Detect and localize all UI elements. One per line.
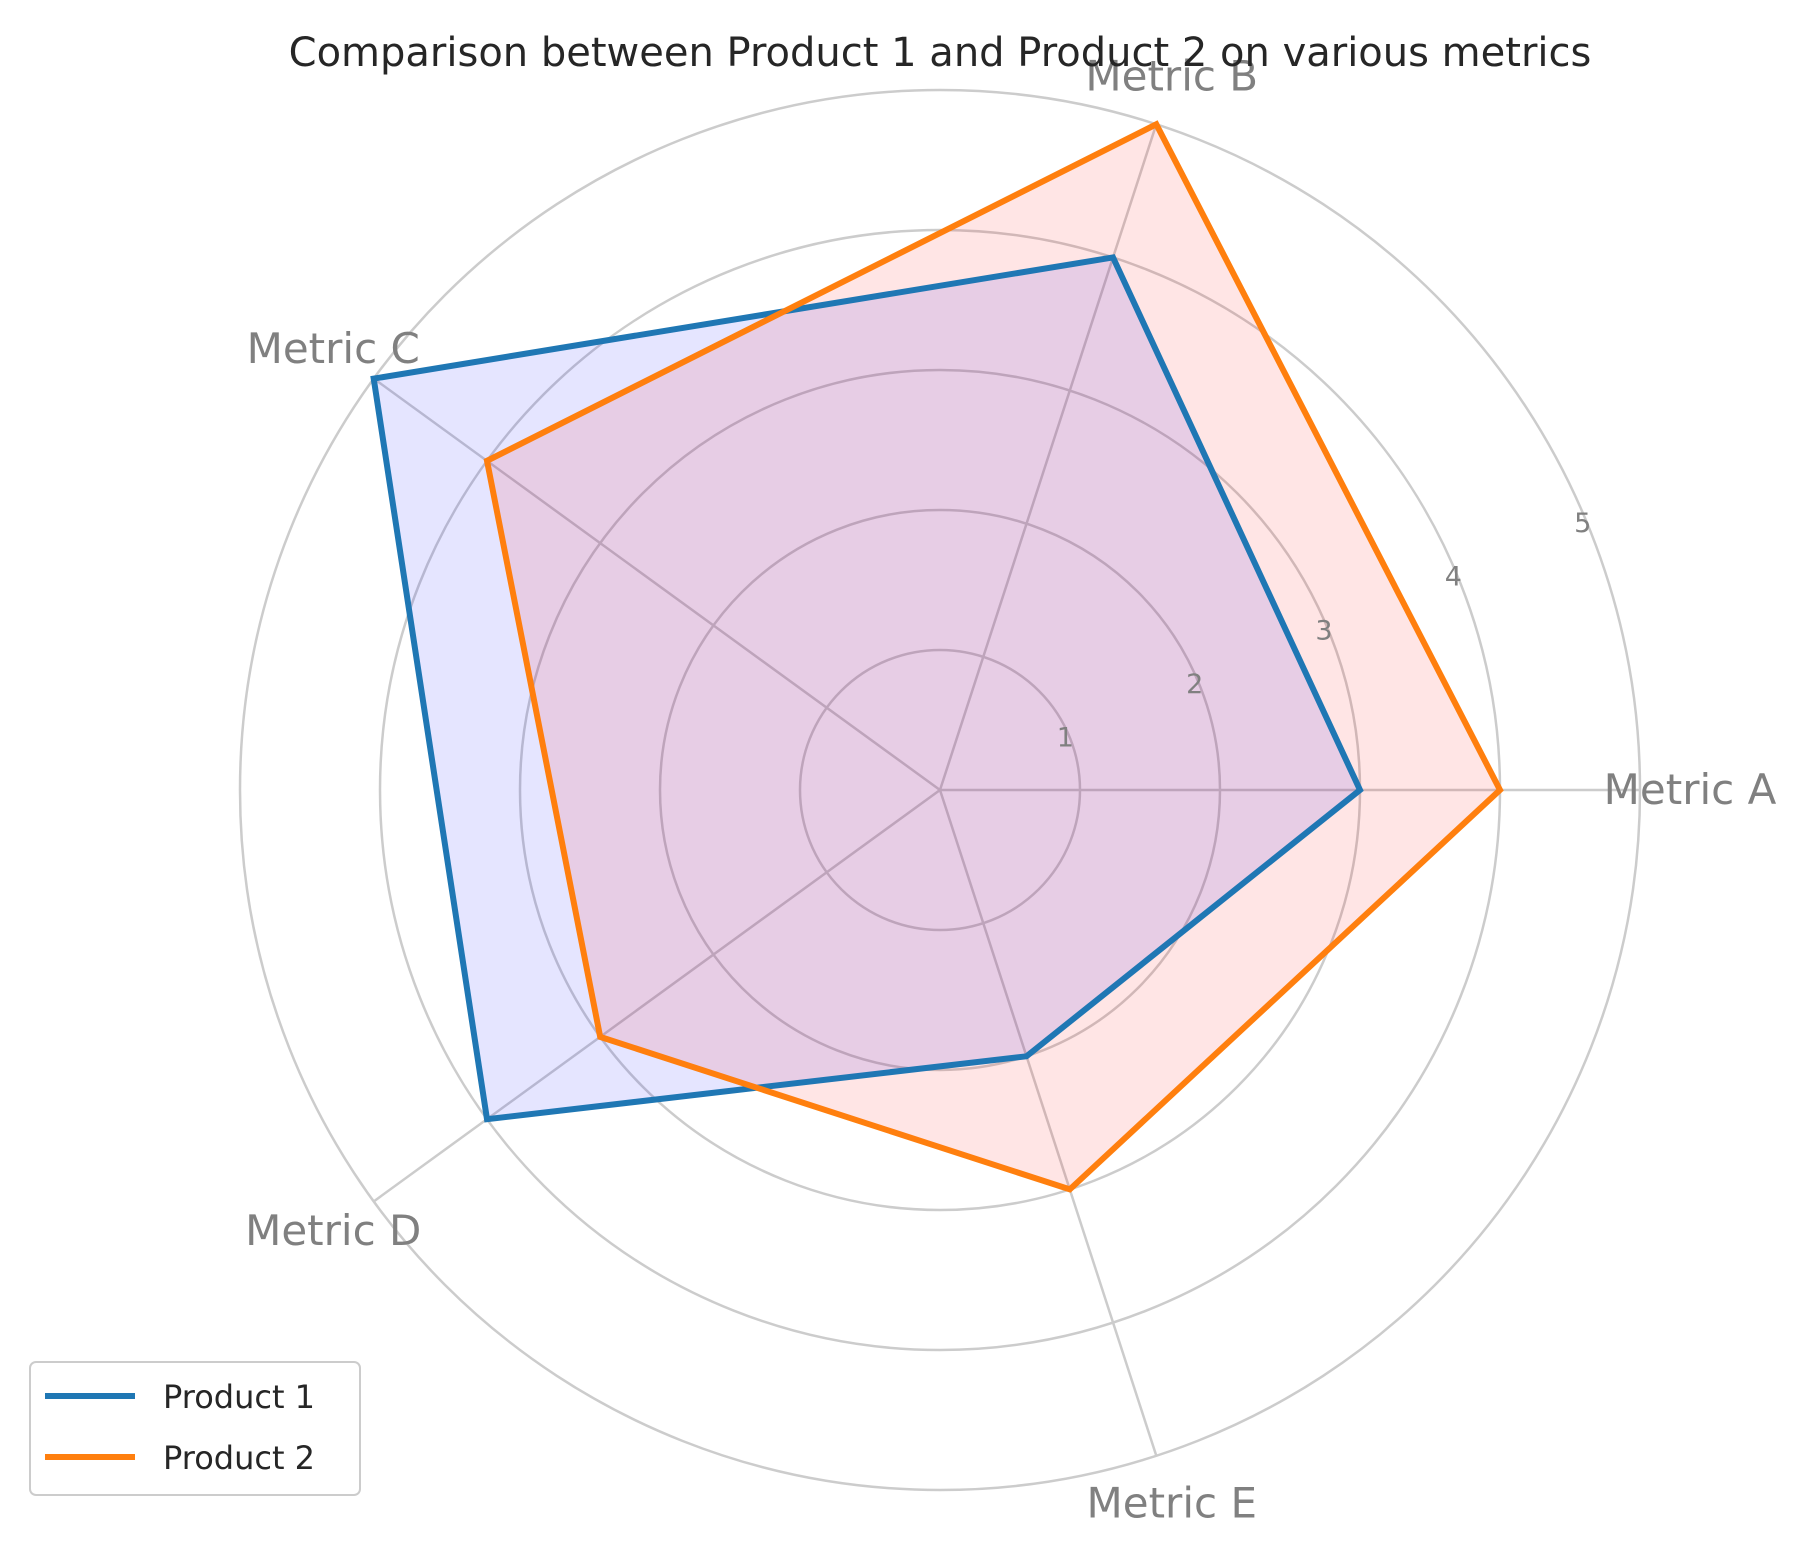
category-label-metric-d: Metric D <box>245 1206 421 1255</box>
series-fill-product-2 <box>487 124 1500 1190</box>
radial-tick-label-5: 5 <box>1574 508 1591 539</box>
radial-tick-label-2: 2 <box>1186 669 1203 700</box>
radial-tick-label-4: 4 <box>1445 562 1462 593</box>
radial-tick-label-1: 1 <box>1057 722 1074 753</box>
radial-tick-label-3: 3 <box>1315 615 1332 646</box>
series-line-product-1 <box>370 254 1364 1123</box>
category-label-layer: Metric A Metric B Metric C Metric D Metric E <box>245 52 1776 1528</box>
category-label-metric-e: Metric E <box>1087 1478 1257 1527</box>
tick-label-layer: 1 2 3 4 5 <box>1057 508 1592 753</box>
series-layer <box>370 120 1504 1193</box>
grid-spoke-2 <box>938 123 1158 791</box>
series-fill-product-1 <box>373 257 1360 1120</box>
chart-title: Comparison between Product 1 and Product… <box>289 30 1592 76</box>
legend: Product 1 Product 2 <box>29 1361 361 1496</box>
legend-label-product-2: Product 2 <box>163 1439 315 1477</box>
category-label-metric-c: Metric C <box>247 324 420 373</box>
category-label-metric-a: Metric A <box>1604 765 1777 814</box>
grid-spoke-3 <box>372 377 941 792</box>
series-line-product-2 <box>483 120 1504 1193</box>
legend-label-product-1: Product 1 <box>163 1378 315 1416</box>
category-label-metric-b: Metric B <box>1085 52 1258 101</box>
grid-spoke-5 <box>938 789 1158 1457</box>
grid-spoke-4 <box>372 788 941 1203</box>
